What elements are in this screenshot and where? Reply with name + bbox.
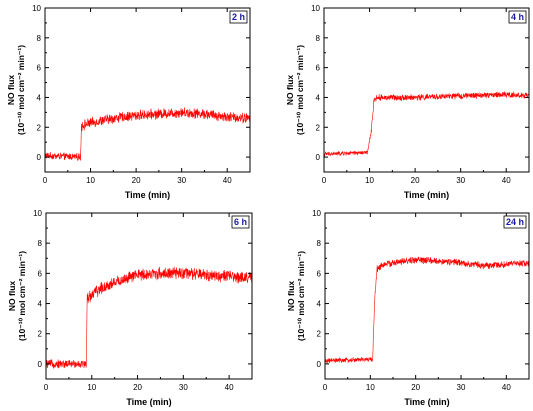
x-tick-label: 0 xyxy=(322,176,327,185)
y-tick-label: 4 xyxy=(37,93,42,102)
y-tick-label: 6 xyxy=(38,269,43,278)
plot-frame xyxy=(324,212,530,380)
time-badge-label: 4 h xyxy=(511,12,524,22)
x-tick-label: 20 xyxy=(133,383,142,392)
y-tick-label: 10 xyxy=(32,4,41,13)
y-tick-label: 2 xyxy=(37,123,42,132)
y-axis-units: (10⁻¹⁰ mol cm⁻² min⁻¹) xyxy=(295,45,305,135)
y-tick-label: 0 xyxy=(316,153,321,162)
chart-panel-3: 0 10 20 30 40 0 2 4 6 8 10 Time (min) NO flux (10⁻¹⁰ … xyxy=(7,209,253,407)
time-badge-box xyxy=(229,10,248,24)
time-badge-label: 6 h xyxy=(234,217,247,227)
y-tick-label: 8 xyxy=(316,34,321,43)
y-tick-label: 0 xyxy=(317,360,322,369)
data-series-line xyxy=(324,256,530,364)
chart-panel-1: 0 10 20 30 40 0 2 4 6 8 10 Time (min) NO flux (10⁻¹⁰ … xyxy=(6,4,251,200)
x-tick-label: 40 xyxy=(502,383,511,392)
y-tick-label: 2 xyxy=(317,330,322,339)
data-series-line xyxy=(44,107,251,162)
x-tick-label: 20 xyxy=(411,176,420,185)
time-badge-label: 24 h xyxy=(506,217,524,227)
y-axis-title: NO flux xyxy=(7,281,17,311)
time-badge-box xyxy=(503,215,527,229)
x-tick-label: 20 xyxy=(132,176,141,185)
y-axis-title: NO flux xyxy=(286,281,296,311)
x-tick-label: 10 xyxy=(87,383,96,392)
x-tick-label: 40 xyxy=(223,176,232,185)
y-tick-label: 10 xyxy=(33,209,42,218)
y-tick-label: 6 xyxy=(316,64,321,73)
y-tick-label: 0 xyxy=(37,153,42,162)
x-axis-title: Time (min) xyxy=(404,190,449,200)
y-tick-label: 2 xyxy=(38,330,43,339)
y-axis-units: (10⁻¹⁰ mol cm⁻² min⁻¹) xyxy=(16,45,26,135)
y-tick-label: 0 xyxy=(38,360,43,369)
x-axis-title: Time (min) xyxy=(404,397,449,407)
y-tick-label: 8 xyxy=(37,34,42,43)
chart-panel-4: 0 10 20 30 40 0 2 4 6 8 10 Time (min) NO flux (10⁻¹⁰ … xyxy=(286,209,530,407)
y-tick-label: 8 xyxy=(317,239,322,248)
y-tick-label: 10 xyxy=(312,209,321,218)
time-badge-label: 2 h xyxy=(232,12,245,22)
data-series-line xyxy=(323,91,530,157)
x-tick-label: 0 xyxy=(44,383,49,392)
y-tick-label: 10 xyxy=(311,4,320,13)
y-axis-title: NO flux xyxy=(285,75,295,105)
time-badge-box xyxy=(231,215,250,229)
y-tick-label: 4 xyxy=(38,300,43,309)
y-tick-label: 6 xyxy=(317,269,322,278)
x-tick-label: 30 xyxy=(457,383,466,392)
time-badge-box xyxy=(508,10,527,24)
x-tick-label: 40 xyxy=(225,383,234,392)
x-tick-label: 0 xyxy=(323,383,328,392)
y-axis-units: (10⁻¹⁰ mol cm⁻² min⁻¹) xyxy=(17,251,27,341)
chart-panel-2: 0 10 20 30 40 0 2 4 6 8 10 Time (min) NO flux (10⁻¹⁰ … xyxy=(285,4,530,200)
plot-frame xyxy=(44,7,251,173)
x-tick-label: 30 xyxy=(456,176,465,185)
x-axis-title: Time (min) xyxy=(125,190,170,200)
x-tick-label: 10 xyxy=(366,383,375,392)
y-tick-label: 4 xyxy=(316,93,321,102)
plot-frame xyxy=(45,212,253,380)
y-tick-label: 4 xyxy=(317,300,322,309)
x-tick-label: 20 xyxy=(411,383,420,392)
y-axis-title: NO flux xyxy=(6,75,16,105)
x-tick-label: 30 xyxy=(179,383,188,392)
plot-frame xyxy=(323,7,530,173)
data-series-line xyxy=(45,266,253,369)
x-tick-label: 40 xyxy=(502,176,511,185)
x-tick-label: 10 xyxy=(365,176,374,185)
y-tick-label: 6 xyxy=(37,64,42,73)
x-axis-title: Time (min) xyxy=(126,397,171,407)
x-tick-label: 10 xyxy=(86,176,95,185)
y-tick-label: 8 xyxy=(38,239,43,248)
y-tick-label: 2 xyxy=(316,123,321,132)
x-tick-label: 0 xyxy=(43,176,48,185)
y-axis-units: (10⁻¹⁰ mol cm⁻² min⁻¹) xyxy=(296,251,306,341)
x-tick-label: 30 xyxy=(177,176,186,185)
